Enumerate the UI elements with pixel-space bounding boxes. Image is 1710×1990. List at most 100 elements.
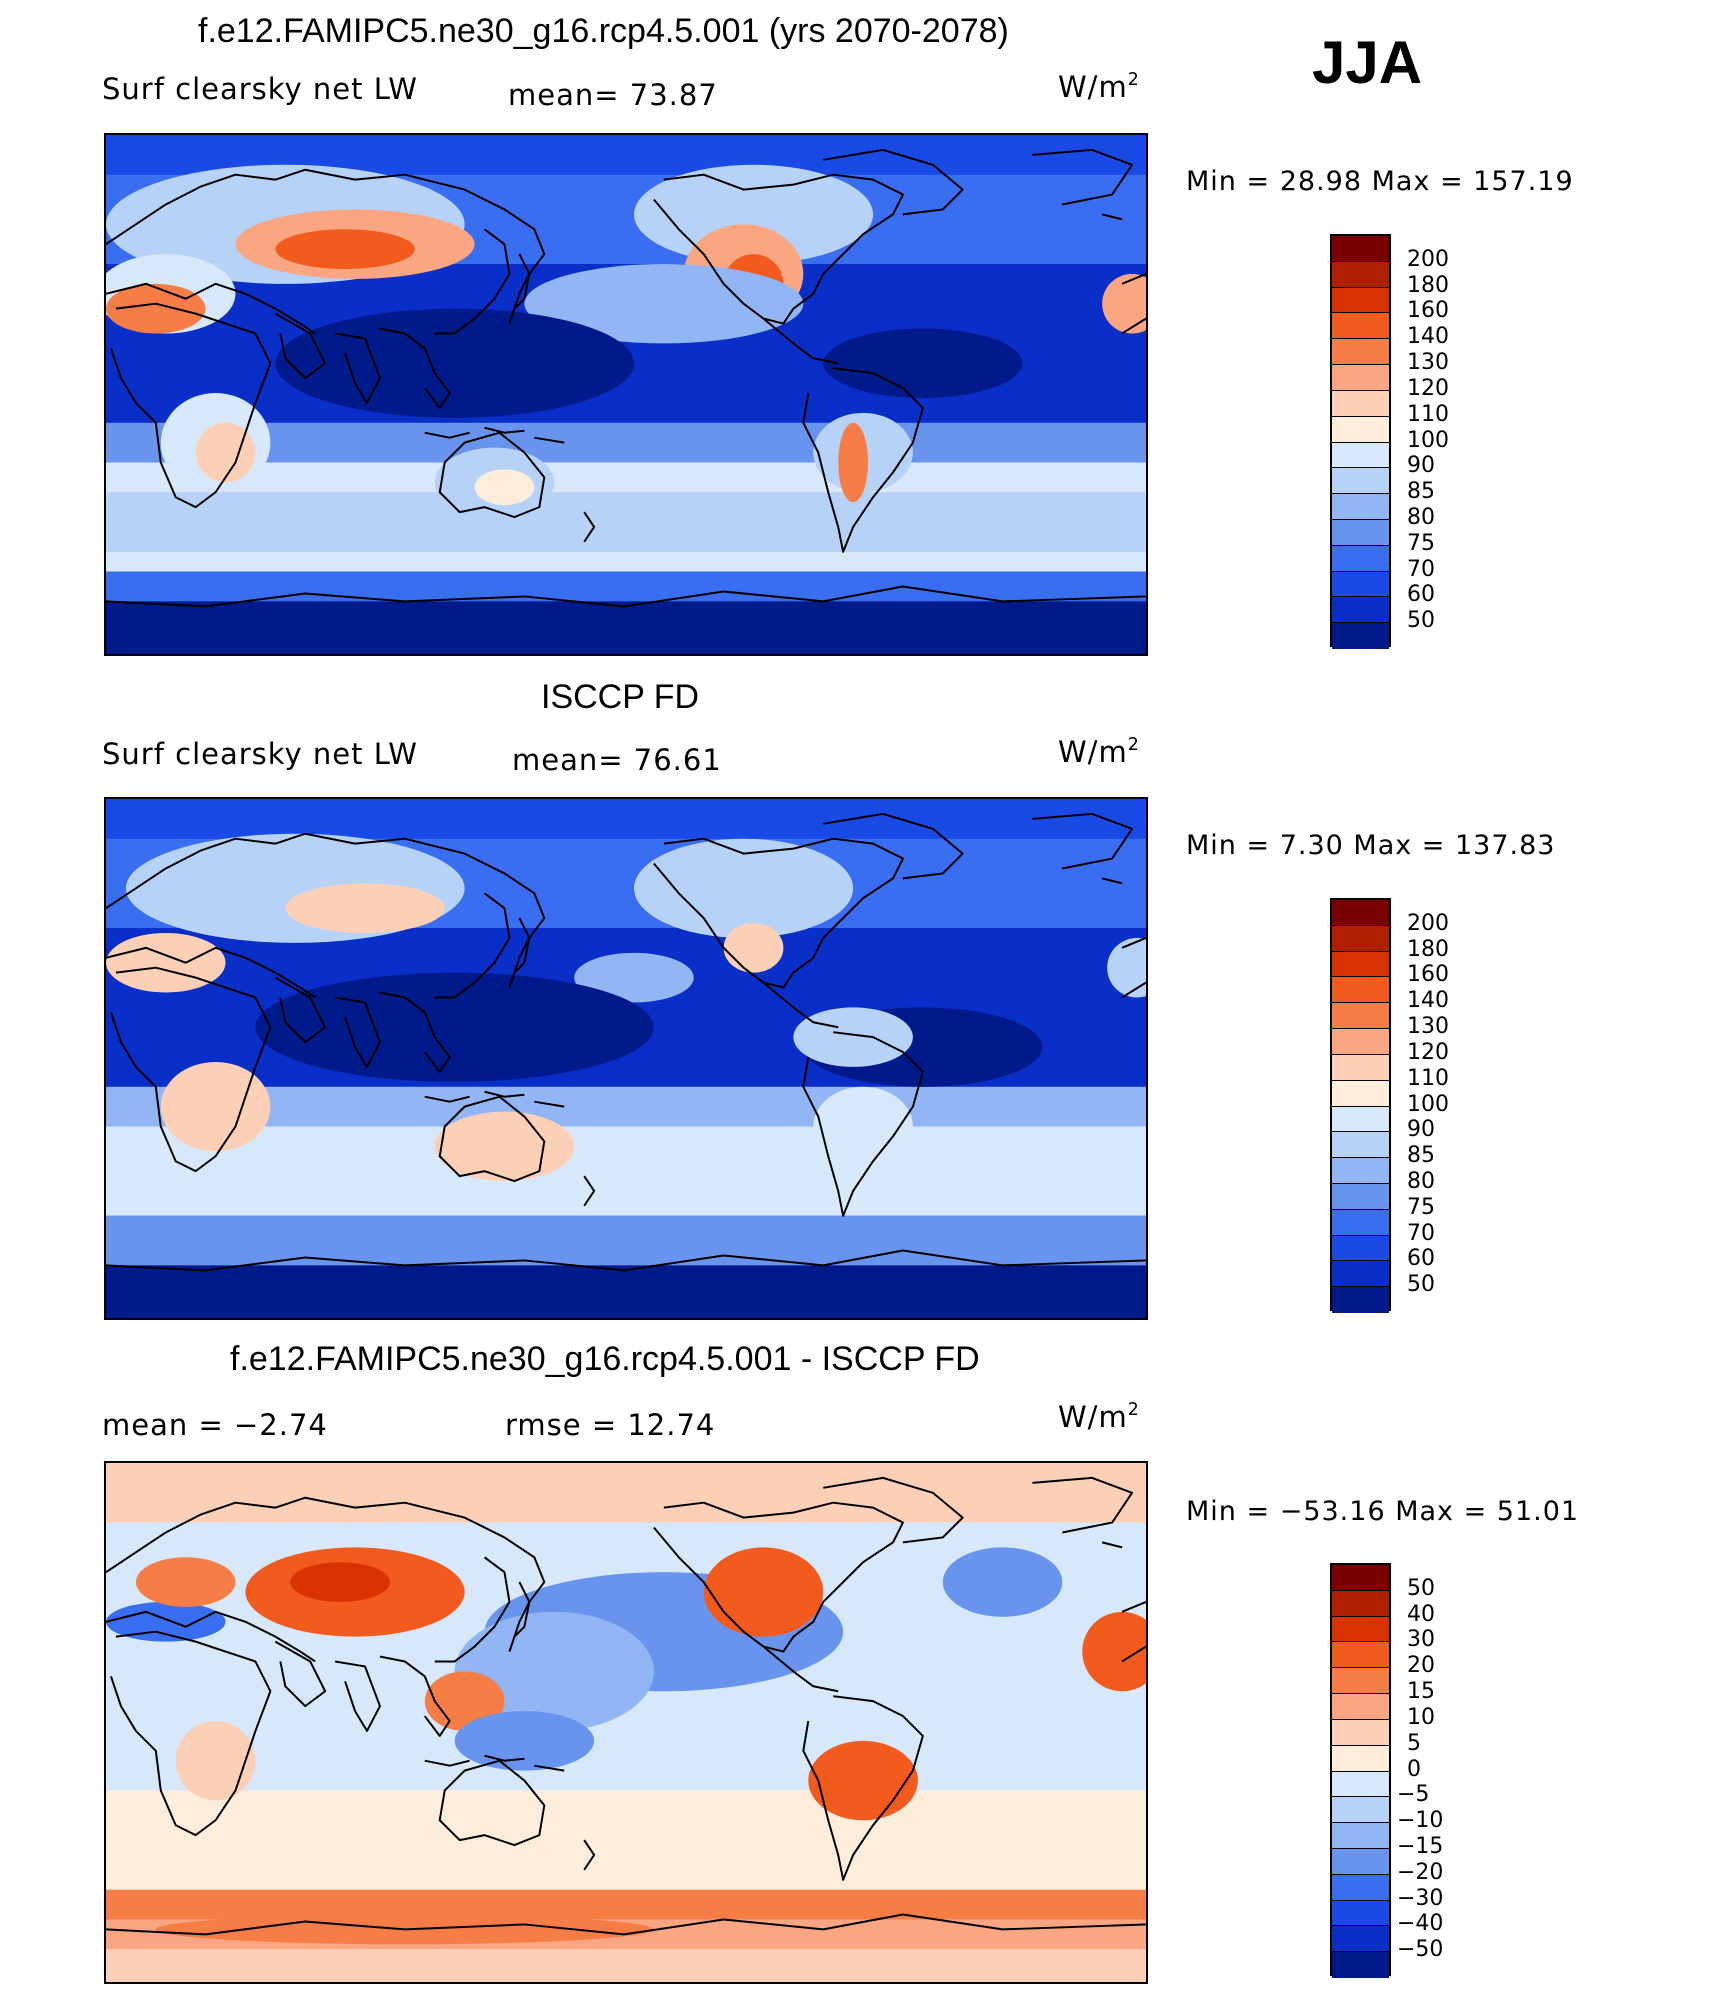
colorbar-swatch: [1332, 1183, 1389, 1210]
coastline-path: [106, 832, 546, 988]
coastline-path: [484, 1754, 525, 1762]
coastline-path: [484, 426, 525, 434]
colorbar-swatch: [1332, 1158, 1389, 1184]
colorbar-level-label: 70: [1407, 1220, 1435, 1246]
coastline-path: [484, 1090, 525, 1098]
colorbar-swatch: [1332, 1003, 1389, 1030]
coastline-path: [438, 1095, 546, 1183]
colorbar-level-label: 40: [1407, 1601, 1435, 1627]
field-band: [106, 1086, 1146, 1127]
colorbar-swatch: [1332, 1106, 1389, 1133]
panel1-units: W/m2: [1058, 69, 1140, 104]
colorbar-swatch: [1332, 1209, 1389, 1236]
coastline-path: [1121, 937, 1146, 949]
field-blob: [524, 264, 804, 344]
coastline-path: [274, 1640, 327, 1708]
colorbar-level-label: 85: [1407, 479, 1435, 505]
colorbar-level-label: 110: [1407, 401, 1449, 427]
colorbar-swatch: [1332, 1132, 1389, 1159]
colorbar-level-label: −30: [1397, 1885, 1444, 1911]
field-blob: [808, 1740, 918, 1821]
coastline-path: [379, 1655, 451, 1737]
colorbar-swatch: [1332, 900, 1389, 926]
panel1-mean-label: mean= 73.87: [508, 78, 718, 112]
panel1-title: f.e12.FAMIPC5.ne30_g16.rcp4.5.001 (yrs 2…: [198, 12, 1009, 50]
field-band: [106, 492, 1146, 552]
coastline-path: [1121, 1601, 1146, 1613]
panel3-map: [104, 1461, 1148, 1984]
panel2-title: ISCCP FD: [541, 678, 700, 716]
colorbar-swatch: [1332, 1823, 1389, 1849]
panel1-variable-label: Surf clearsky net LW: [102, 72, 418, 106]
colorbar-level-label: 75: [1407, 1194, 1435, 1220]
field-blob: [574, 952, 694, 1003]
field-blob: [275, 308, 634, 418]
colorbar-level-label: 15: [1407, 1679, 1435, 1705]
coastline-path: [334, 996, 381, 1068]
coastline-path: [583, 511, 596, 543]
field-blob: [255, 972, 654, 1082]
colorbar-level-label: 75: [1407, 530, 1435, 556]
colorbar-level-label: 140: [1407, 324, 1449, 350]
colorbar-swatch: [1332, 1668, 1389, 1695]
colorbar-swatch: [1332, 1848, 1389, 1875]
field-band: [106, 601, 1146, 654]
panel1-minmax: Min = 28.98 Max = 157.19: [1186, 166, 1574, 197]
colorbar-swatch: [1332, 236, 1389, 262]
colorbar-swatch: [1332, 1590, 1389, 1617]
coastline-path: [424, 1095, 470, 1103]
coastline-path: [434, 228, 511, 335]
colorbar-level-label: 160: [1407, 298, 1449, 324]
colorbar-swatch: [1332, 261, 1389, 288]
panel2-colorbar: [1330, 898, 1391, 1313]
field-blob: [275, 229, 415, 269]
colorbar-level-label: 50: [1407, 608, 1435, 634]
coastline-path: [106, 282, 316, 335]
panel3-mean-label: mean = −2.74: [102, 1408, 328, 1442]
field-blob: [942, 1547, 1063, 1617]
coastlines: [106, 1476, 1146, 1936]
field-blob: [106, 1601, 226, 1642]
colorbar-level-label: 120: [1407, 1039, 1449, 1065]
panel3-minmax: Min = −53.16 Max = 51.01: [1186, 1496, 1580, 1527]
coastline-path: [438, 431, 546, 519]
field-blob: [703, 1547, 824, 1637]
coastline-path: [106, 1610, 316, 1663]
coastline-path: [1032, 1476, 1134, 1534]
field-band: [106, 1215, 1146, 1266]
coastline-path: [334, 1660, 381, 1732]
coastline-path: [1121, 981, 1146, 999]
colorbar-level-label: 160: [1407, 962, 1449, 988]
colorbar-level-label: 180: [1407, 936, 1449, 962]
coastline-path: [1101, 1541, 1123, 1549]
field-band: [106, 1126, 1146, 1216]
field-blob: [1107, 937, 1146, 998]
field-blob: [135, 1557, 236, 1607]
colorbar-level-label: 30: [1407, 1627, 1435, 1653]
colorbar-swatch: [1332, 1565, 1389, 1591]
colorbar-swatch: [1332, 442, 1389, 469]
colorbar-level-label: 85: [1407, 1143, 1435, 1169]
colorbar-level-label: 70: [1407, 556, 1435, 582]
panel3-colorbar: [1330, 1563, 1391, 1978]
colorbar-swatch: [1332, 1261, 1389, 1288]
colorbar-level-label: 180: [1407, 272, 1449, 298]
panel1-map: [104, 133, 1148, 656]
field-blob: [1082, 1611, 1146, 1692]
season-label: JJA: [1312, 29, 1423, 96]
colorbar-level-label: 120: [1407, 375, 1449, 401]
coastline-path: [106, 1249, 1146, 1272]
colorbar-level-label: 20: [1407, 1653, 1435, 1679]
colorbar-level-label: −50: [1397, 1937, 1444, 1963]
coastline-path: [1121, 317, 1146, 335]
colorbar-level-label: −40: [1397, 1911, 1444, 1937]
colorbar-swatch: [1332, 1952, 1389, 1978]
coastline-path: [513, 917, 531, 974]
field-band: [106, 1265, 1146, 1318]
coastline-path: [653, 837, 904, 989]
coastline-path: [762, 317, 839, 365]
coastline-path: [583, 1175, 596, 1207]
coastline-path: [534, 436, 565, 444]
coastline-path: [1101, 877, 1123, 885]
colorbar-swatch: [1332, 1642, 1389, 1669]
